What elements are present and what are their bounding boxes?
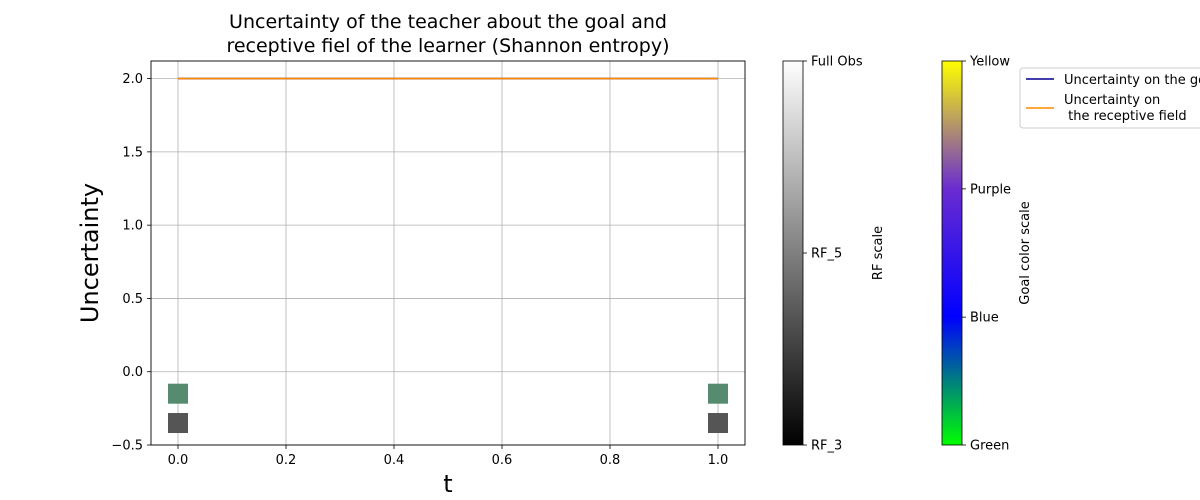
colorbar-tick-label: RF_5: [811, 247, 842, 262]
square-marker: [168, 413, 188, 434]
x-tick-label: 1.0: [708, 453, 729, 468]
legend-label-line: the receptive field: [1064, 109, 1187, 124]
y-tick-label: 0.5: [122, 292, 143, 307]
square-marker: [708, 413, 728, 434]
legend-label: Uncertainty on the receptive field: [1064, 93, 1187, 124]
colorbar-tick-label: Purple: [970, 182, 1011, 197]
colorbar-tick-label: Full Obs: [811, 55, 863, 70]
colorbar-tick-label: Yellow: [969, 55, 1010, 70]
colorbar-label: Goal color scale: [1018, 201, 1033, 304]
x-tick-label: 0.4: [384, 453, 405, 468]
x-tick-label: 0.6: [492, 453, 513, 468]
legend-label: Uncertainty on the goal: [1064, 73, 1200, 88]
colorbar-tick-label: RF_3: [811, 439, 842, 454]
colorbar-label: RF scale: [871, 226, 886, 280]
legend-box: [1019, 67, 1200, 129]
y-tick-label: 1.5: [122, 145, 143, 160]
legend-label-line: Uncertainty on: [1064, 93, 1160, 108]
y-tick-label: 1.0: [122, 219, 143, 234]
y-tick-label: −0.5: [111, 439, 143, 454]
colorbar: [941, 60, 963, 446]
chart-title-line1: Uncertainty of the teacher about the goa…: [229, 11, 667, 33]
colorbar-tick-label: Green: [970, 439, 1009, 454]
plot-frame: [150, 60, 746, 446]
x-tick-label: 0.2: [276, 453, 297, 468]
y-tick-label: 0.0: [122, 365, 143, 380]
colorbar-tick-label: Blue: [970, 311, 999, 326]
x-tick-label: 0.0: [168, 453, 189, 468]
colorbar: [782, 60, 804, 446]
square-marker: [708, 383, 728, 404]
x-tick-label: 0.8: [600, 453, 621, 468]
y-tick-label: 2.0: [122, 72, 143, 87]
chart-title-line2: receptive fiel of the learner (Shannon e…: [226, 35, 669, 57]
x-axis-label: t: [443, 470, 452, 498]
square-marker: [168, 383, 188, 404]
y-axis-label: Uncertainty: [76, 183, 104, 323]
